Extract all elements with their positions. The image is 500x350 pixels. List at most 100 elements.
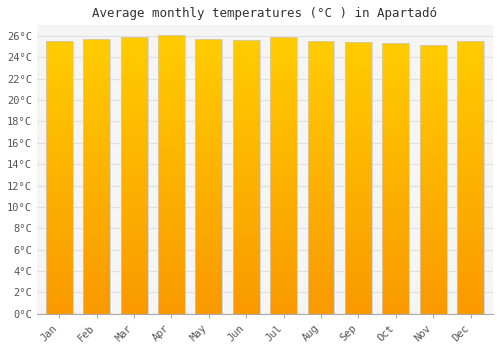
Bar (382, 176, 409, 178)
Bar (382, 303, 409, 306)
Bar (420, 284, 446, 287)
Bar (46, 107, 72, 110)
Bar (158, 311, 185, 314)
Bar (308, 131, 334, 134)
Bar (457, 98, 484, 101)
Bar (345, 216, 372, 219)
Bar (382, 211, 409, 214)
Bar (158, 247, 185, 250)
Bar (196, 141, 222, 144)
Bar (457, 142, 484, 145)
Bar (270, 95, 297, 98)
Bar (345, 178, 372, 181)
Bar (308, 44, 334, 47)
Bar (420, 93, 446, 96)
Bar (420, 236, 446, 238)
Bar (158, 102, 185, 105)
Bar (46, 177, 72, 180)
Bar (83, 105, 110, 108)
Bar (382, 276, 409, 279)
Bar (345, 246, 372, 248)
Bar (382, 249, 409, 252)
Bar (345, 78, 372, 80)
Bar (345, 284, 372, 287)
Bar (270, 173, 297, 175)
Bar (420, 158, 446, 160)
Bar (196, 311, 222, 314)
Bar (345, 191, 372, 194)
Bar (46, 93, 72, 96)
Bar (308, 243, 334, 246)
Bar (196, 80, 222, 83)
Bar (270, 206, 297, 209)
Bar (196, 187, 222, 190)
Bar (120, 54, 148, 56)
Bar (270, 134, 297, 136)
Bar (382, 152, 409, 154)
Bar (83, 193, 110, 196)
Bar (120, 37, 148, 40)
Bar (83, 163, 110, 166)
Bar (196, 229, 222, 231)
Bar (457, 175, 484, 177)
Bar (233, 281, 260, 284)
Bar (196, 56, 222, 58)
Bar (270, 37, 297, 40)
Bar (83, 61, 110, 64)
Bar (83, 306, 110, 308)
Bar (420, 149, 446, 152)
Bar (382, 184, 409, 187)
Bar (270, 37, 297, 314)
Bar (345, 257, 372, 259)
Bar (457, 275, 484, 278)
Bar (233, 149, 260, 152)
Bar (270, 209, 297, 211)
Bar (233, 180, 260, 182)
Bar (46, 254, 72, 257)
Bar (420, 198, 446, 201)
Bar (196, 294, 222, 297)
Bar (233, 226, 260, 229)
Bar (382, 114, 409, 117)
Bar (345, 56, 372, 59)
Bar (120, 128, 148, 131)
Bar (382, 205, 409, 208)
Bar (158, 51, 185, 54)
Bar (83, 69, 110, 72)
Bar (420, 96, 446, 98)
Bar (457, 284, 484, 286)
Bar (233, 237, 260, 240)
Bar (270, 175, 297, 178)
Bar (46, 145, 72, 148)
Bar (345, 151, 372, 154)
Bar (196, 234, 222, 237)
Bar (196, 248, 222, 251)
Bar (457, 251, 484, 254)
Bar (345, 208, 372, 211)
Bar (308, 150, 334, 153)
Bar (83, 185, 110, 187)
Bar (420, 174, 446, 176)
Bar (382, 271, 409, 273)
Bar (83, 264, 110, 267)
Bar (233, 253, 260, 256)
Bar (158, 302, 185, 305)
Bar (46, 131, 72, 134)
Bar (308, 79, 334, 82)
Bar (345, 143, 372, 146)
Bar (196, 179, 222, 182)
Bar (46, 169, 72, 172)
Bar (308, 308, 334, 311)
Bar (196, 102, 222, 105)
Bar (83, 108, 110, 111)
Bar (120, 231, 148, 233)
Bar (345, 132, 372, 135)
Bar (120, 267, 148, 270)
Bar (120, 109, 148, 112)
Bar (382, 268, 409, 271)
Bar (270, 231, 297, 233)
Bar (457, 69, 484, 71)
Bar (382, 135, 409, 138)
Bar (457, 295, 484, 298)
Bar (345, 72, 372, 75)
